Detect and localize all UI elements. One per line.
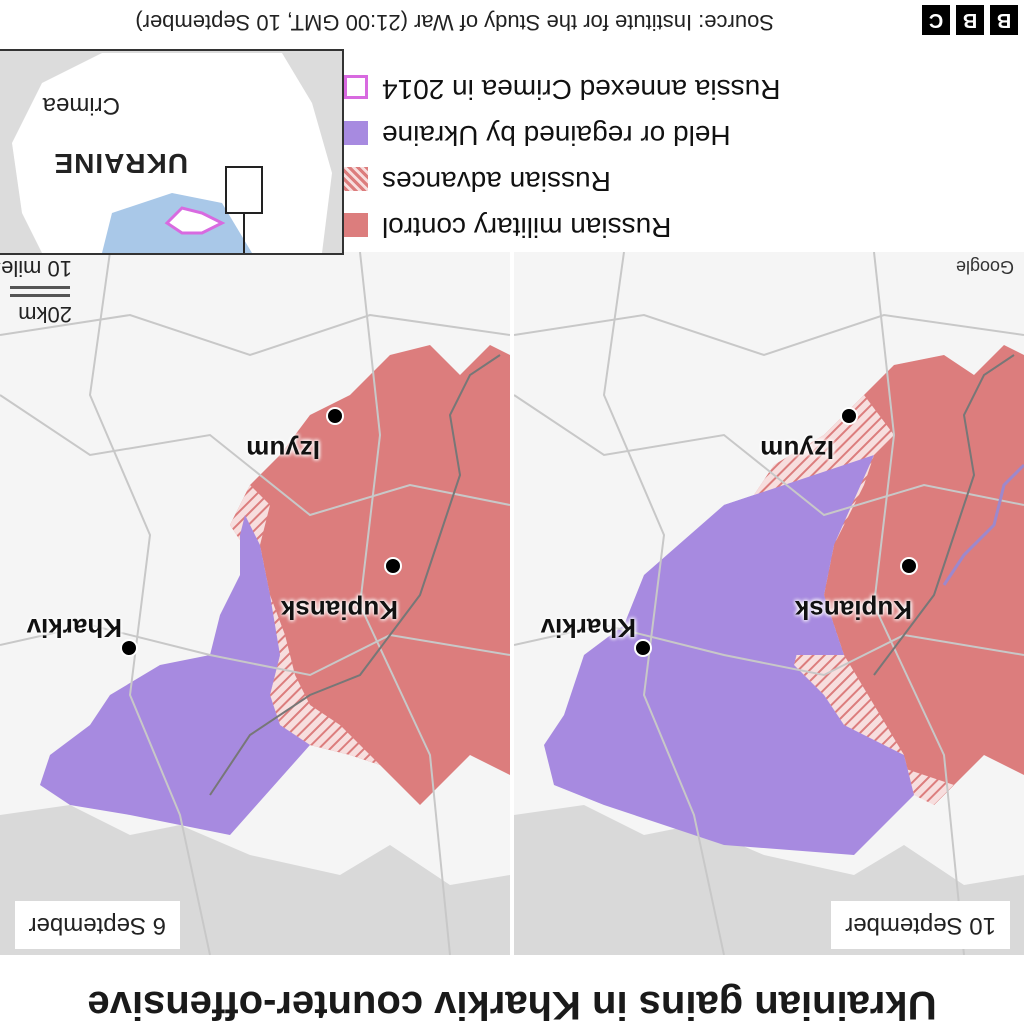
kharkiv-dot [120,639,138,657]
border-line [209,354,501,796]
scale-miles-label: 10 miles [0,256,72,281]
bbc-letter: C [922,5,950,35]
russia-control-swatch [344,213,368,237]
crimea-outline [164,206,226,235]
river [942,463,1024,586]
scale-km-bar [10,294,70,297]
russian-advances-area [230,485,380,765]
panel-date-label: 10 September [831,901,1010,949]
scale-mile-bar [10,286,70,289]
scale-km-label: 20km [18,302,72,327]
bbc-letter: B [990,5,1018,35]
panel-date-label: 6 September [14,901,180,949]
russian-advances-swatch [344,167,368,191]
kupiansk-label: Kupiansk [280,595,398,625]
legend: Russian military control Russian advance… [338,45,780,255]
inset-svg [0,51,342,253]
legend-item-russian-advances: Russian advances [338,159,728,199]
map-panel-svg [514,252,1024,955]
border-line [873,354,1015,676]
google-attribution: Google [955,257,1014,277]
page-title: Ukrainian gains in Kharkiv counter-offen… [87,983,937,1027]
crimea-swatch [344,75,368,99]
ukraine-held-area [40,515,310,835]
ukraine-held-area [544,495,914,855]
source-text: Source: Institute for the Study of War (… [135,10,774,35]
bbc-letter: B [956,5,984,35]
map-panel-6-september: 6 September Kupiansk Izyum Kharkiv [0,252,510,955]
legend-item-crimea: Russia annexed Crimea in 2014 [338,67,780,107]
kharkiv-label: Kharkiv [26,613,122,643]
scale-bar: 20km 10 miles [0,247,78,327]
izyum-dot [326,407,344,425]
kharkiv-label: Kharkiv [540,613,636,643]
izyum-label: Izyum [760,435,834,465]
inset-country-label: UKRAINE [53,148,188,179]
map-panel-10-september: 10 September Google Kupiansk Izyum Khark… [514,252,1024,955]
inset-crimea-label: Crimea [42,92,120,119]
legend-item-ukraine-held: Held or regained by Ukraine [338,113,731,153]
legend-label: Held or regained by Ukraine [382,120,731,151]
kupiansk-dot [900,557,918,575]
kupiansk-dot [384,557,402,575]
roads-layer [514,252,1024,955]
legend-item-russian-control: Russian military control [338,205,728,245]
map-panel-svg [0,252,510,955]
ukraine-land [12,53,332,253]
kupiansk-label: Kupiansk [794,595,912,625]
legend-label: Russian advances [382,166,611,197]
legend-label: Russia annexed Crimea in 2014 [382,74,781,105]
legend-label: Russian military control [382,212,672,243]
izyum-label: Izyum [246,435,320,465]
inset-map: UKRAINE Crimea [0,49,344,255]
kharkiv-dot [634,639,652,657]
izyum-dot [840,407,858,425]
ukraine-held-swatch [344,121,368,145]
